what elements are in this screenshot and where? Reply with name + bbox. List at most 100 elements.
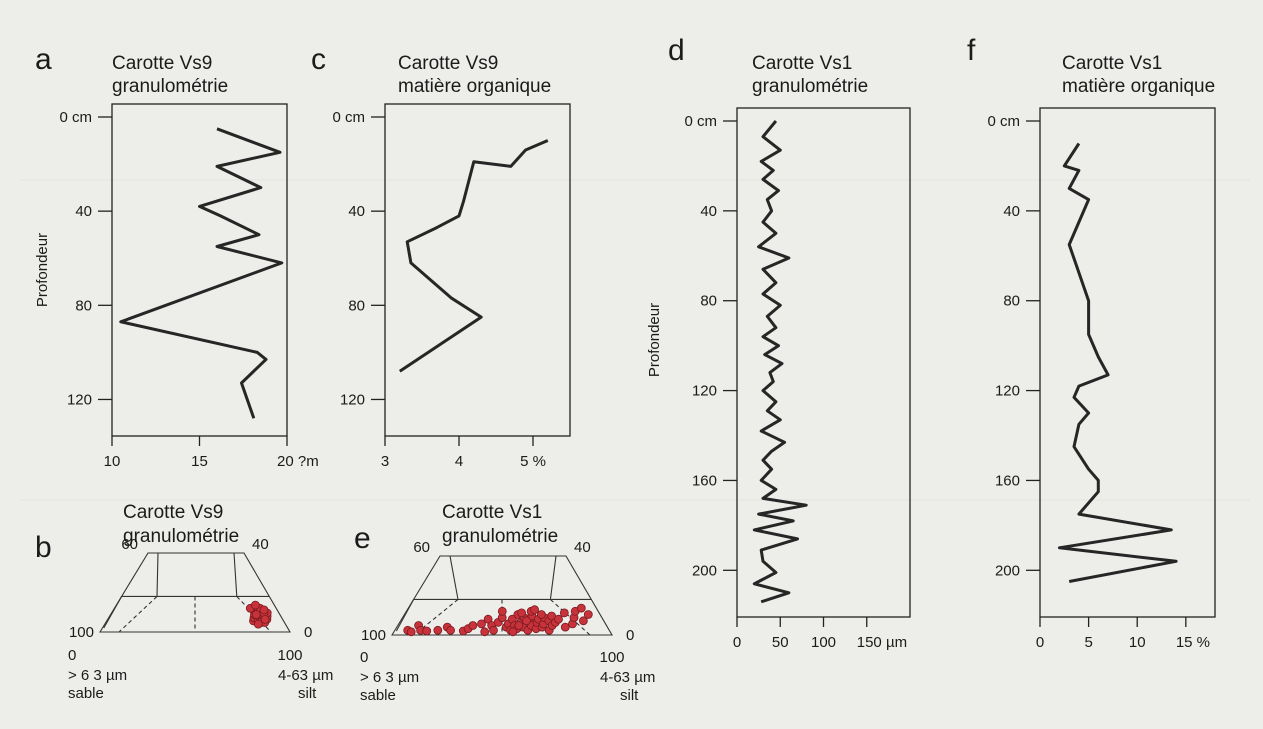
series-line	[1057, 142, 1178, 583]
sample-point	[433, 625, 443, 635]
panel-letter-a: a	[35, 43, 52, 76]
inner-line	[103, 596, 123, 629]
x-tick-label: 50	[772, 634, 789, 651]
axis-label-left: > 6 3 µm	[68, 667, 127, 684]
dashed-line	[413, 599, 459, 636]
panel-f-title-line1: Carotte Vs1	[1062, 53, 1162, 74]
dashed-line	[118, 596, 158, 633]
panel-c-title-line1: Carotte Vs9	[398, 53, 498, 74]
y-tick-label: 120	[692, 383, 717, 400]
panel-c: c Carotte Vs9 matière organique 0 cm 40 80…	[311, 43, 571, 470]
axis-label-right: 4-63 µm	[600, 669, 655, 686]
y-tick-label: 0 cm	[332, 109, 365, 126]
x-tick-label: 0	[733, 634, 741, 651]
plot-frame	[384, 103, 571, 437]
y-tick-label: 160	[692, 472, 717, 489]
axis-label-right: 4-63 µm	[278, 667, 333, 684]
x-tick-label: 5	[1084, 634, 1092, 651]
panel-e-title-line2: granulométrie	[442, 526, 558, 547]
plot-f: 0 cm 40 80 120 160 200 0 5 10 15 %	[987, 107, 1216, 651]
x-tick-label: 15	[191, 453, 208, 470]
corner-label-top-left: 60	[413, 539, 430, 556]
trapezoid-outline	[99, 552, 291, 633]
bottom-label-left: 0	[360, 649, 368, 666]
y-tick-label: 120	[995, 383, 1020, 400]
panel-a-title-line2: granulométrie	[112, 76, 228, 97]
plot-c: 0 cm 40 80 120 3 4 5 %	[332, 103, 571, 470]
y-tick-label: 0 cm	[684, 113, 717, 130]
inner-line	[549, 555, 557, 600]
panel-e-title-line1: Carotte Vs1	[442, 502, 542, 523]
sample-point	[253, 619, 263, 629]
sample-point	[477, 619, 486, 629]
inner-line	[395, 599, 415, 632]
y-tick-label: 0 cm	[59, 109, 92, 126]
plot-frame	[1039, 107, 1216, 618]
bottom-label-right: 100	[599, 649, 624, 666]
panel-d-y-axis-title: Profondeur	[646, 303, 663, 377]
y-tick-label: 120	[340, 391, 365, 408]
sample-point	[537, 610, 546, 619]
sample-point	[260, 615, 270, 624]
panel-letter-f: f	[967, 34, 976, 67]
panel-f: f Carotte Vs1 matière organique 0 cm 40 80…	[967, 34, 1216, 651]
y-tick-label: 80	[348, 297, 365, 314]
sample-point	[517, 608, 526, 618]
x-tick-label: 0	[1036, 634, 1044, 651]
panel-a-title-line1: Carotte Vs9	[112, 53, 212, 74]
x-tick-label: 3	[381, 453, 389, 470]
x-tick-label: 15 %	[1176, 634, 1210, 651]
panel-c-title-line2: matière organique	[398, 76, 551, 97]
corner-label-right: 0	[304, 624, 312, 641]
trapezoid-outline	[391, 555, 613, 636]
y-tick-label: 40	[75, 203, 92, 220]
sample-point	[522, 616, 531, 626]
sample-point	[422, 626, 432, 636]
sample-point	[576, 603, 586, 613]
series-line	[119, 127, 284, 419]
series-line	[398, 139, 549, 373]
sample-point	[579, 616, 588, 626]
panel-d: d Carotte Vs1 granulométrie Profondeur 0…	[646, 34, 911, 651]
panel-d-title-line1: Carotte Vs1	[752, 53, 852, 74]
panel-letter-c: c	[311, 43, 326, 76]
sample-point	[250, 600, 260, 610]
corner-label-left: 100	[361, 627, 386, 644]
series-line	[752, 120, 808, 604]
plot-d: 0 cm 40 80 120 160 200 0 50 100 150 µm	[684, 107, 911, 651]
inner-line	[449, 555, 459, 600]
x-tick-label: 10	[1129, 634, 1146, 651]
y-tick-label: 40	[348, 203, 365, 220]
panel-letter-d: d	[668, 34, 685, 67]
x-tick-label: 4	[455, 453, 463, 470]
y-tick-label: 120	[67, 391, 92, 408]
inner-line	[233, 552, 238, 597]
sample-point	[559, 608, 569, 618]
corner-label-top-left: 60	[121, 536, 138, 553]
panel-a-y-axis-title: Profondeur	[34, 233, 51, 307]
x-tick-label: 100	[811, 634, 836, 651]
sample-point	[583, 610, 593, 619]
y-tick-label: 200	[995, 562, 1020, 579]
sample-point	[508, 627, 518, 637]
sample-point	[480, 627, 490, 637]
panel-b-title-line1: Carotte Vs9	[123, 502, 223, 523]
y-tick-label: 40	[700, 203, 717, 220]
panel-f-title-line2: matière organique	[1062, 76, 1215, 97]
sample-point	[530, 605, 539, 615]
sample-point	[497, 606, 507, 616]
corner-label-left: 100	[69, 624, 94, 641]
plot-a: 0 cm 40 80 120 10 15 20 ?m	[59, 103, 319, 470]
sample-point	[468, 621, 478, 630]
y-tick-label: 40	[1003, 203, 1020, 220]
panel-a: a Carotte Vs9 granulométrie Profondeur 0…	[34, 43, 319, 470]
x-tick-label: 10	[104, 453, 121, 470]
inner-line	[156, 552, 159, 597]
x-tick-label: 5 %	[520, 453, 546, 470]
corner-label-top-right: 40	[574, 539, 591, 556]
